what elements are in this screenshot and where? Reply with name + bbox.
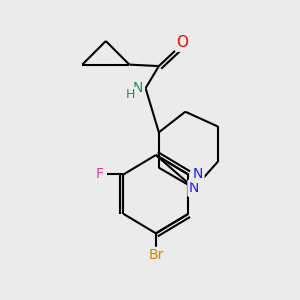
Text: H: H bbox=[125, 88, 135, 101]
Text: Br: Br bbox=[148, 248, 164, 262]
Text: N: N bbox=[189, 181, 200, 195]
Text: O: O bbox=[176, 35, 188, 50]
Text: F: F bbox=[96, 167, 104, 182]
Text: N: N bbox=[193, 167, 203, 182]
Text: N: N bbox=[133, 81, 143, 95]
